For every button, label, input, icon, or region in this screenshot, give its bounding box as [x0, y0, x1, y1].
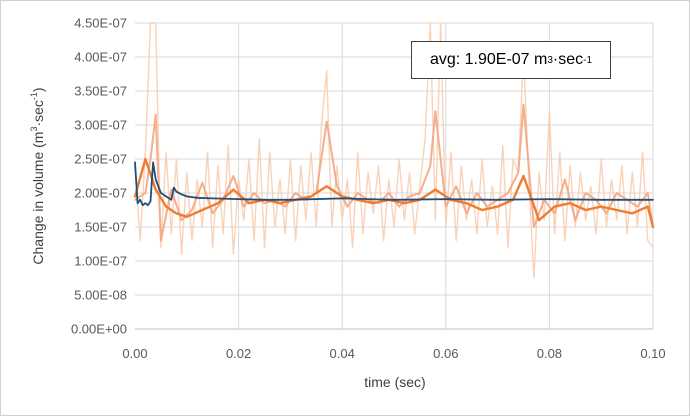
x-tick-label: 0.00 — [122, 346, 147, 361]
y-axis-title-part: ·sec — [30, 100, 46, 126]
y-axis-title-part: ) — [30, 87, 46, 92]
series-line-average — [134, 161, 654, 207]
annotation-sup: 3 — [547, 54, 553, 66]
y-tick-label: 3.00E-07 — [74, 118, 127, 133]
y-tick-label: 2.00E-07 — [74, 186, 127, 201]
y-axis-title-part: Change in volume (m — [30, 132, 46, 265]
annotation-sup: -1 — [583, 54, 593, 66]
average-annotation: avg: 1.90E-07 m 3 ·sec -1 — [411, 41, 611, 79]
y-tick-label: 2.50E-07 — [74, 152, 127, 167]
annotation-text: ·sec — [552, 51, 584, 68]
x-tick-label: 0.04 — [330, 346, 355, 361]
y-tick-label: 1.50E-07 — [74, 220, 127, 235]
series-layer — [133, 22, 655, 279]
x-tick-label: 0.02 — [226, 346, 251, 361]
y-tick-label: 0.00E+00 — [71, 322, 127, 337]
x-tick-label: 0.08 — [537, 346, 562, 361]
y-axis-title: Change in volume (m3·sec-1) — [29, 87, 46, 264]
series-line-raw — [134, 22, 654, 279]
annotation-text: avg: 1.90E-07 m — [429, 51, 548, 68]
x-axis-title: time (sec) — [364, 374, 425, 390]
x-tick-label: 0.10 — [640, 346, 665, 361]
y-tick-label: 4.50E-07 — [74, 16, 127, 31]
y-axis-title-sup: 3 — [29, 127, 39, 132]
y-axis-title-sup: -1 — [29, 92, 39, 100]
y-tick-label: 1.00E-07 — [74, 254, 127, 269]
y-tick-label: 5.00E-08 — [74, 288, 127, 303]
tick-labels: 0.00E+00 5.00E-08 1.00E-07 1.50E-07 2.00E-07… — [71, 16, 666, 362]
y-tick-label: 3.50E-07 — [74, 84, 127, 99]
x-tick-label: 0.06 — [433, 346, 458, 361]
y-tick-label: 4.00E-07 — [74, 50, 127, 65]
